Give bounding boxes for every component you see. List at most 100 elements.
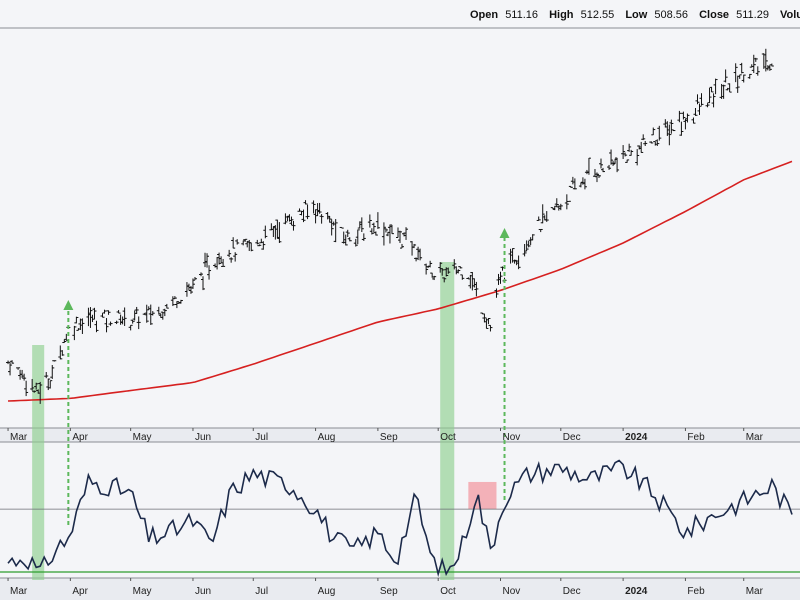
price-bar xyxy=(158,313,163,318)
price-bar xyxy=(120,316,125,325)
price-bar xyxy=(287,214,292,222)
price-bar xyxy=(301,209,306,223)
price-bar xyxy=(607,164,612,170)
upper-axis-tick-label: Apr xyxy=(72,432,88,443)
price-bar xyxy=(767,64,772,71)
price-bar xyxy=(599,158,604,169)
volume-label: Volume xyxy=(780,9,800,21)
price-bar xyxy=(765,65,770,71)
price-bar xyxy=(444,267,449,277)
price-bar xyxy=(681,111,686,120)
price-bar xyxy=(375,212,380,229)
price-bar xyxy=(400,243,405,249)
moving-average-layer xyxy=(7,160,793,402)
open-label: Open xyxy=(470,9,498,21)
price-bar xyxy=(580,177,585,185)
price-bar xyxy=(725,87,730,91)
red-signal-box xyxy=(468,481,497,510)
price-bar xyxy=(305,204,310,220)
lower-axis-tick-label: Dec xyxy=(563,586,581,597)
low-value: 508.56 xyxy=(654,9,688,21)
price-bar xyxy=(655,139,660,147)
price-bar xyxy=(128,324,133,331)
price-bar xyxy=(144,304,149,323)
price-bar xyxy=(691,117,696,124)
price-bar xyxy=(221,258,226,267)
price-bar xyxy=(184,282,189,297)
price-bar xyxy=(16,367,21,370)
price-bar xyxy=(524,240,529,252)
price-bar xyxy=(550,207,555,210)
price-bar xyxy=(353,238,358,247)
price-bar xyxy=(385,231,390,237)
upper-axis-tick-label: Oct xyxy=(440,432,456,443)
price-bar xyxy=(677,110,682,123)
price-bar xyxy=(693,107,698,116)
price-bar xyxy=(333,219,338,243)
price-bar xyxy=(611,160,616,166)
price-bar xyxy=(452,259,457,270)
price-bar xyxy=(259,238,264,244)
price-bar xyxy=(104,318,109,333)
price-bar xyxy=(498,271,503,284)
price-bar xyxy=(735,75,740,93)
price-bar xyxy=(418,248,423,261)
price-bar xyxy=(635,149,640,166)
price-bar xyxy=(257,244,262,247)
price-bar xyxy=(243,238,248,242)
price-bar xyxy=(289,216,294,226)
price-bar xyxy=(148,304,153,325)
price-bar xyxy=(568,185,573,188)
price-bar xyxy=(90,314,95,323)
price-bar xyxy=(215,257,220,270)
upper-axis-tick-label: Dec xyxy=(563,432,581,443)
lower-axis-tick-label: Jul xyxy=(255,586,268,597)
price-bar xyxy=(679,121,684,136)
price-bar xyxy=(369,228,374,235)
price-bar xyxy=(331,221,336,226)
price-bar xyxy=(528,237,533,245)
green-signal-column xyxy=(32,345,45,580)
price-bar xyxy=(480,312,485,315)
price-bar xyxy=(207,265,212,280)
price-bar xyxy=(156,306,161,315)
price-bar xyxy=(440,267,445,276)
price-bar xyxy=(564,194,569,210)
price-bar xyxy=(263,225,268,239)
price-bar xyxy=(255,239,260,245)
price-bar xyxy=(739,62,744,74)
price-bar xyxy=(657,125,662,141)
price-bar xyxy=(558,203,563,211)
price-bar xyxy=(763,48,768,72)
open-value: 511.16 xyxy=(505,9,538,21)
oscillator-line xyxy=(7,459,793,578)
lower-axis-band xyxy=(0,578,800,600)
price-bar xyxy=(74,316,79,324)
price-bar xyxy=(10,360,15,364)
price-bar xyxy=(343,234,348,246)
price-bar xyxy=(130,319,135,324)
price-bar xyxy=(643,140,648,146)
price-bar xyxy=(586,157,591,175)
price-bar xyxy=(80,318,85,334)
high-value: 512.55 xyxy=(581,9,615,21)
price-bar xyxy=(625,159,630,163)
price-bar xyxy=(442,277,447,283)
price-bar xyxy=(150,311,155,316)
lower-axis-tick-label: Aug xyxy=(318,586,336,597)
lower-axis-tick-label: Mar xyxy=(10,586,28,597)
price-bar xyxy=(621,145,626,160)
price-bar xyxy=(412,243,417,249)
price-bar xyxy=(470,271,475,291)
price-bar xyxy=(639,141,644,153)
price-bar xyxy=(530,234,535,241)
price-bar xyxy=(387,224,392,244)
price-bar xyxy=(601,167,606,173)
price-bar xyxy=(6,360,11,365)
upper-date-axis: Mar Apr May Jun Jul Aug Sep Oct Nov Dec 2024 Feb Mar xyxy=(7,428,764,443)
price-bar xyxy=(671,129,676,132)
price-bar xyxy=(446,267,451,274)
price-bar xyxy=(192,276,197,281)
price-bar xyxy=(164,303,169,309)
